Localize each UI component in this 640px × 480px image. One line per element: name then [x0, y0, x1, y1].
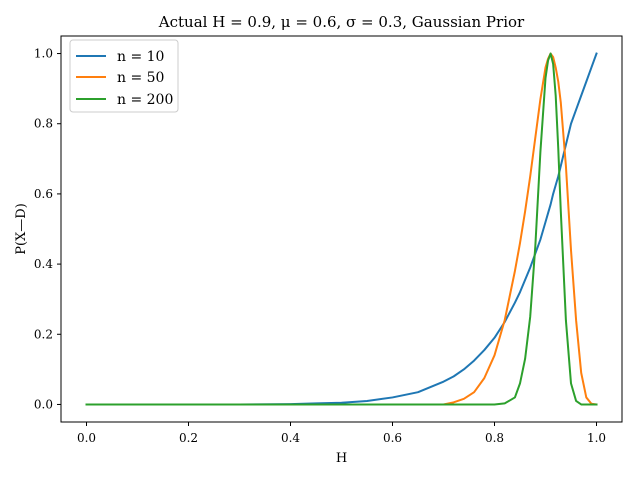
- x-tick-label: 0.8: [485, 431, 504, 445]
- legend-label-n10: n = 10: [117, 49, 164, 65]
- series-line-2: [85, 52, 598, 406]
- plot-area: [85, 52, 598, 406]
- x-tick-label: 0.4: [281, 431, 300, 445]
- y-tick-label: 0.8: [34, 117, 53, 131]
- legend-label-n50: n = 50: [117, 70, 164, 86]
- y-tick-label: 1.0: [34, 47, 53, 61]
- axes: 0.0 0.2 0.4 0.6 0.8 1.0 0.0 0.2 0.4 0.6 0.8 1.0: [34, 35, 623, 445]
- y-tick-label: 0.6: [34, 187, 53, 201]
- x-tick-label: 1.0: [587, 431, 606, 445]
- axes-frame: [60, 35, 623, 423]
- x-tick-label: 0.0: [77, 431, 96, 445]
- y-tick-label: 0.2: [34, 327, 53, 341]
- x-axis-label: H: [336, 451, 347, 466]
- legend-label-n200: n = 200: [117, 92, 173, 108]
- x-tick-label: 0.2: [179, 431, 198, 445]
- y-tick-label: 0.0: [34, 397, 53, 411]
- legend: n = 10 n = 50 n = 200: [69, 39, 179, 113]
- legend-frame: [69, 39, 179, 113]
- y-axis-label: P(X—D): [14, 203, 29, 255]
- x-tick-label: 0.6: [383, 431, 402, 445]
- series-line-0: [85, 52, 598, 406]
- chart-title: Actual H = 0.9, μ = 0.6, σ = 0.3, Gaussi…: [158, 13, 525, 31]
- y-tick-label: 0.4: [34, 257, 53, 271]
